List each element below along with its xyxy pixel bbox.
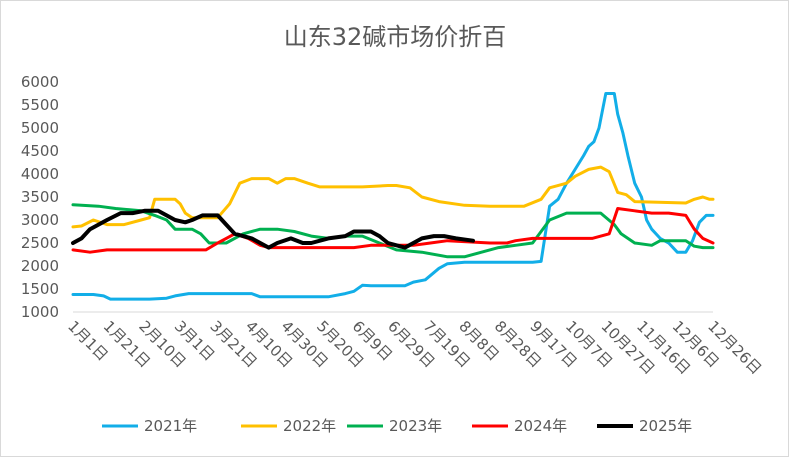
legend-label-2: 2022年 [283,417,336,435]
legend-label-1: 2021年 [144,417,197,435]
y-tick-label: 2500 [21,234,59,252]
y-tick-label: 6000 [21,73,59,91]
legend-label-3: 2023年 [389,417,442,435]
y-tick-label: 1500 [21,280,59,298]
y-tick-label: 4000 [21,165,59,183]
series-line-5 [71,208,475,250]
series-line-2 [71,165,715,229]
series-line-3 [71,203,715,259]
legend: 2021年 2022年 2023年 2024年 2025年 [102,417,692,435]
x-axis: 1月1日1月21日2月10日3月1日3月21日4月10日4月30日5月20日6月… [64,317,765,378]
y-tick-label: 4500 [21,142,59,160]
y-tick-label: 3500 [21,188,59,206]
series-line-4 [71,207,715,254]
y-tick-label: 5000 [21,119,59,137]
y-axis: 1000 1500 2000 2500 3000 3500 4000 4500 5000 5500… [21,73,59,321]
y-tick-label: 3000 [21,211,59,229]
series-group [71,92,715,301]
legend-label-5: 2025年 [639,417,692,435]
chart-title: 山东32碱市场价折百 [284,23,507,51]
y-tick-label: 2000 [21,257,59,275]
x-tick-label: 12月26日 [704,317,765,378]
y-tick-label: 5500 [21,96,59,114]
series-line-1 [71,92,715,301]
legend-label-4: 2024年 [514,417,567,435]
y-tick-label: 1000 [21,303,59,321]
